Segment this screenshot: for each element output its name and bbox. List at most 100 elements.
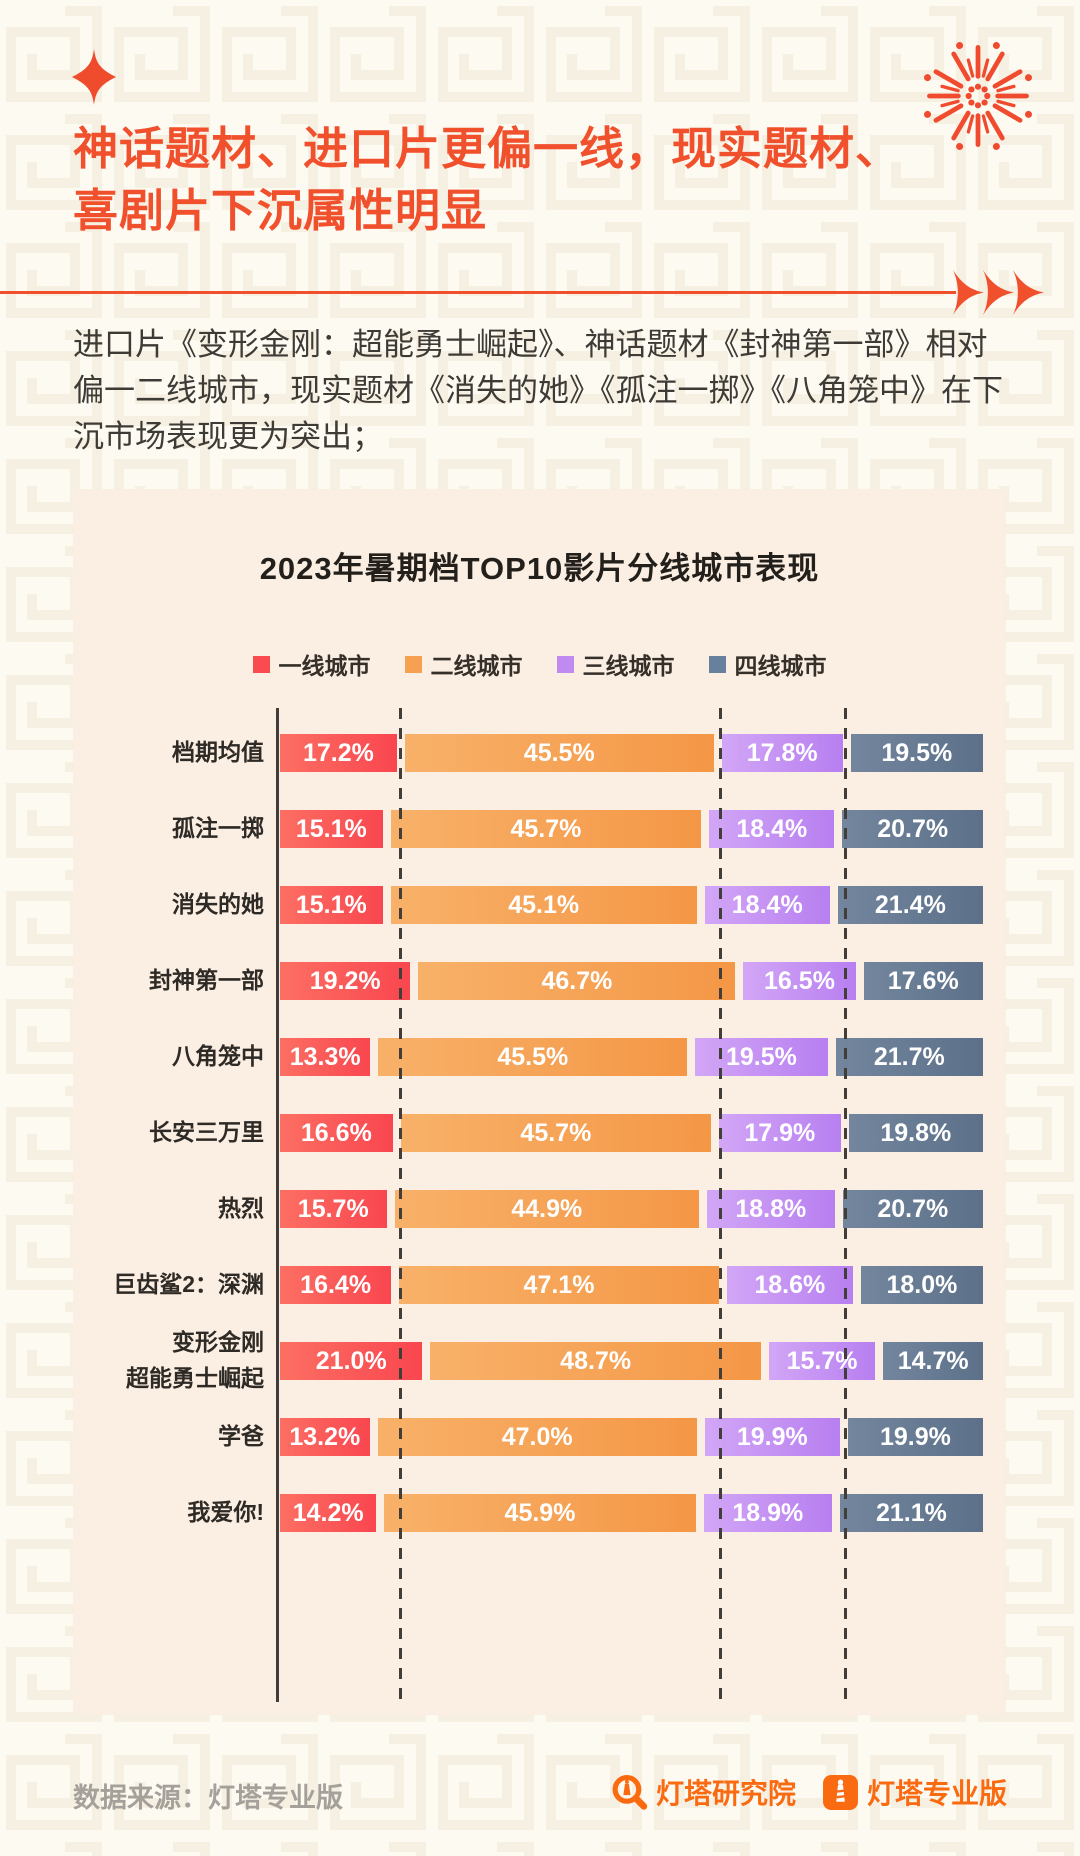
bar-value-label: 15.1%: [295, 890, 367, 919]
chart-row: 巨齿鲨2：深渊 16.4% 47.1% 18.6% 18.0%: [73, 1247, 983, 1323]
stacked-bar: 17.2% 45.5% 17.8% 19.5%: [280, 734, 983, 772]
stacked-bar: 15.7% 44.9% 18.8% 20.7%: [280, 1190, 983, 1228]
bar-value-label: 44.9%: [511, 1194, 583, 1223]
stacked-bar: 16.4% 47.1% 18.6% 18.0%: [280, 1266, 983, 1304]
chart-row: 封神第一部 19.2% 46.7% 16.5% 17.6%: [73, 943, 983, 1019]
bar-value-label: 45.9%: [504, 1498, 576, 1527]
bar-segment-三线城市: 18.9%: [703, 1494, 832, 1532]
bar-value-label: 17.9%: [744, 1118, 816, 1147]
chart-axis-line: [276, 708, 279, 1702]
bar-value-label: 19.9%: [736, 1422, 808, 1451]
stacked-bar: 16.6% 45.7% 17.9% 19.8%: [280, 1114, 983, 1152]
chart-row: 孤注一掷 15.1% 45.7% 18.4% 20.7%: [73, 791, 983, 867]
bar-value-label: 13.3%: [289, 1042, 361, 1071]
bar-segment-四线城市: 20.7%: [842, 1190, 983, 1228]
logo-dengta-research: 灯塔研究院: [611, 1772, 796, 1812]
bar-segment-四线城市: 19.8%: [848, 1114, 983, 1152]
row-label: 八角笼中: [172, 1043, 264, 1070]
legend-item: 四线城市: [708, 647, 827, 681]
bar-segment-三线城市: 19.5%: [695, 1038, 828, 1076]
bar-segment-二线城市: 45.9%: [384, 1494, 696, 1532]
bar-value-label: 21.0%: [315, 1346, 387, 1375]
bar-value-label: 18.0%: [886, 1270, 958, 1299]
legend-swatch: [556, 655, 574, 673]
data-source-note: 数据来源：灯塔专业版: [73, 1783, 343, 1813]
chart-row: 我爱你! 14.2% 45.9% 18.9% 21.1%: [73, 1475, 983, 1551]
chart-row: 档期均值 17.2% 45.5% 17.8% 19.5%: [73, 715, 983, 791]
chart-row: 变形金刚 超能勇士崛起 21.0% 48.7% 15.7% 14.7%: [73, 1323, 984, 1399]
bar-value-label: 18.4%: [731, 890, 803, 919]
bar-segment-二线城市: 47.0%: [377, 1418, 697, 1456]
triple-arrow-icon: [953, 270, 1044, 315]
bar-value-label: 17.2%: [302, 738, 374, 767]
row-label: 变形金刚 超能勇士崛起: [126, 1329, 264, 1391]
bar-value-label: 18.4%: [736, 814, 808, 843]
bar-value-label: 45.7%: [520, 1118, 592, 1147]
bar-value-label: 14.2%: [292, 1498, 364, 1527]
divider-line: [0, 291, 956, 294]
bar-segment-二线城市: 45.5%: [378, 1038, 688, 1076]
bar-segment-四线城市: 17.6%: [863, 962, 983, 1000]
row-label: 热烈: [218, 1195, 264, 1222]
bar-segment-二线城市: 45.5%: [404, 734, 714, 772]
bar-segment-四线城市: 21.1%: [839, 1494, 983, 1532]
bar-value-label: 19.2%: [309, 966, 381, 995]
row-label: 档期均值: [172, 739, 264, 766]
bar-value-label: 19.5%: [726, 1042, 797, 1071]
legend-swatch: [404, 655, 422, 673]
bar-segment-二线城市: 46.7%: [418, 962, 736, 1000]
legend-swatch: [708, 655, 726, 673]
bar-segment-一线城市: 15.7%: [280, 1190, 387, 1228]
legend-label: 一线城市: [278, 653, 371, 679]
footer-logos: 灯塔研究院 灯塔专业版: [611, 1772, 1007, 1812]
stacked-bar: 13.2% 47.0% 19.9% 19.9%: [280, 1418, 983, 1456]
legend-item: 一线城市: [252, 647, 371, 681]
bar-value-label: 19.5%: [881, 738, 953, 767]
bar-segment-一线城市: 14.2%: [280, 1494, 377, 1532]
bar-segment-二线城市: 47.1%: [399, 1266, 719, 1304]
bar-segment-四线城市: 19.9%: [847, 1418, 983, 1456]
bar-value-label: 45.1%: [508, 890, 580, 919]
stacked-bar: 15.1% 45.7% 18.4% 20.7%: [280, 810, 983, 848]
bar-segment-三线城市: 17.9%: [719, 1114, 841, 1152]
chart-row: 消失的她 15.1% 45.1% 18.4% 21.4%: [73, 867, 984, 943]
bar-value-label: 46.7%: [541, 966, 613, 995]
bar-segment-一线城市: 19.2%: [280, 962, 411, 1000]
bar-value-label: 47.1%: [523, 1270, 595, 1299]
bar-segment-三线城市: 18.4%: [709, 810, 835, 848]
bar-value-label: 14.7%: [897, 1346, 969, 1375]
legend-label: 四线城市: [734, 653, 827, 679]
bar-value-label: 19.8%: [880, 1118, 952, 1147]
bar-value-label: 16.5%: [764, 966, 835, 995]
stacked-bar: 13.3% 45.5% 19.5% 21.7%: [280, 1038, 983, 1076]
bar-value-label: 17.8%: [746, 738, 818, 767]
bar-segment-三线城市: 18.4%: [704, 886, 830, 924]
stacked-bar: 15.1% 45.1% 18.4% 21.4%: [280, 886, 984, 924]
legend-swatch: [252, 655, 270, 673]
bar-segment-一线城市: 17.2%: [280, 734, 397, 772]
stacked-bar: 14.2% 45.9% 18.9% 21.1%: [280, 1494, 983, 1532]
page-title-line1: 神话题材、进口片更偏一线，现实题材、: [73, 123, 902, 174]
bar-value-label: 16.6%: [300, 1118, 372, 1147]
bar-value-label: 21.7%: [873, 1042, 945, 1071]
bar-segment-二线城市: 48.7%: [430, 1342, 761, 1380]
bar-segment-三线城市: 19.9%: [704, 1418, 840, 1456]
row-label: 我爱你!: [187, 1499, 264, 1526]
bar-value-label: 15.1%: [295, 814, 367, 843]
intro-paragraph: 进口片《变形金刚：超能勇士崛起》、神话题材《封神第一部》相对偏一二线城市，现实题…: [73, 327, 1003, 454]
bar-segment-四线城市: 21.7%: [835, 1038, 983, 1076]
bar-value-label: 20.7%: [877, 814, 949, 843]
bar-value-label: 18.8%: [735, 1194, 807, 1223]
page-title-line2: 喜剧片下沉属性明显: [73, 185, 488, 236]
bar-value-label: 18.6%: [754, 1270, 826, 1299]
bar-value-label: 20.7%: [877, 1194, 949, 1223]
bar-segment-一线城市: 13.2%: [280, 1418, 370, 1456]
chart-title: 2023年暑期档TOP10影片分线城市表现: [259, 551, 820, 586]
logo-dengta-pro-label: 灯塔专业版: [866, 1778, 1007, 1809]
legend-item: 二线城市: [404, 647, 523, 681]
bar-segment-三线城市: 16.5%: [743, 962, 856, 1000]
bar-segment-四线城市: 21.4%: [837, 886, 984, 924]
bar-segment-二线城市: 45.1%: [390, 886, 697, 924]
row-label: 学爸: [218, 1423, 264, 1450]
